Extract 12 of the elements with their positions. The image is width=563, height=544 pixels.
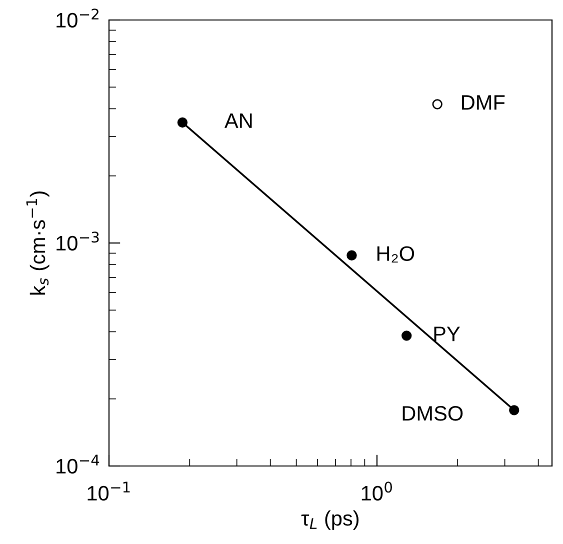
annotation: DMF <box>462 95 505 110</box>
annotation: AN <box>224 114 252 128</box>
annotation: PY <box>434 326 460 342</box>
y-tick-label: 10$^{−3}$ <box>56 232 99 251</box>
x-tick-label: 10$^{0}$ <box>362 482 392 501</box>
y-tick-label: 10$^{−2}$ <box>56 8 98 28</box>
y-tick-label: 10$^{−4}$ <box>56 454 100 474</box>
y-axis-title: k$_{s}$ (cm·s$^{−1}$) <box>26 191 50 295</box>
annotation: DMSO <box>402 406 463 421</box>
x-axis-title: τ$_{L}$ (ps) <box>301 510 359 530</box>
annotation: H₂O <box>377 246 414 263</box>
x-tick-label: 10$^{−1}$ <box>88 482 130 501</box>
